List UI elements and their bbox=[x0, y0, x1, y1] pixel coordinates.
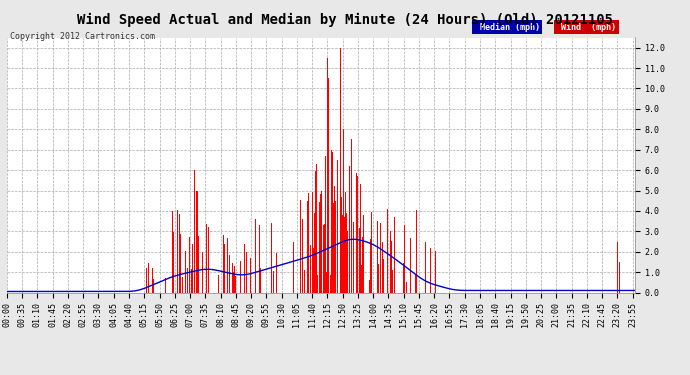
Text: Wind  (mph): Wind (mph) bbox=[556, 23, 616, 32]
Text: Wind Speed Actual and Median by Minute (24 Hours) (Old) 20121105: Wind Speed Actual and Median by Minute (… bbox=[77, 13, 613, 27]
Text: Copyright 2012 Cartronics.com: Copyright 2012 Cartronics.com bbox=[10, 32, 155, 41]
Text: Median (mph): Median (mph) bbox=[475, 23, 540, 32]
